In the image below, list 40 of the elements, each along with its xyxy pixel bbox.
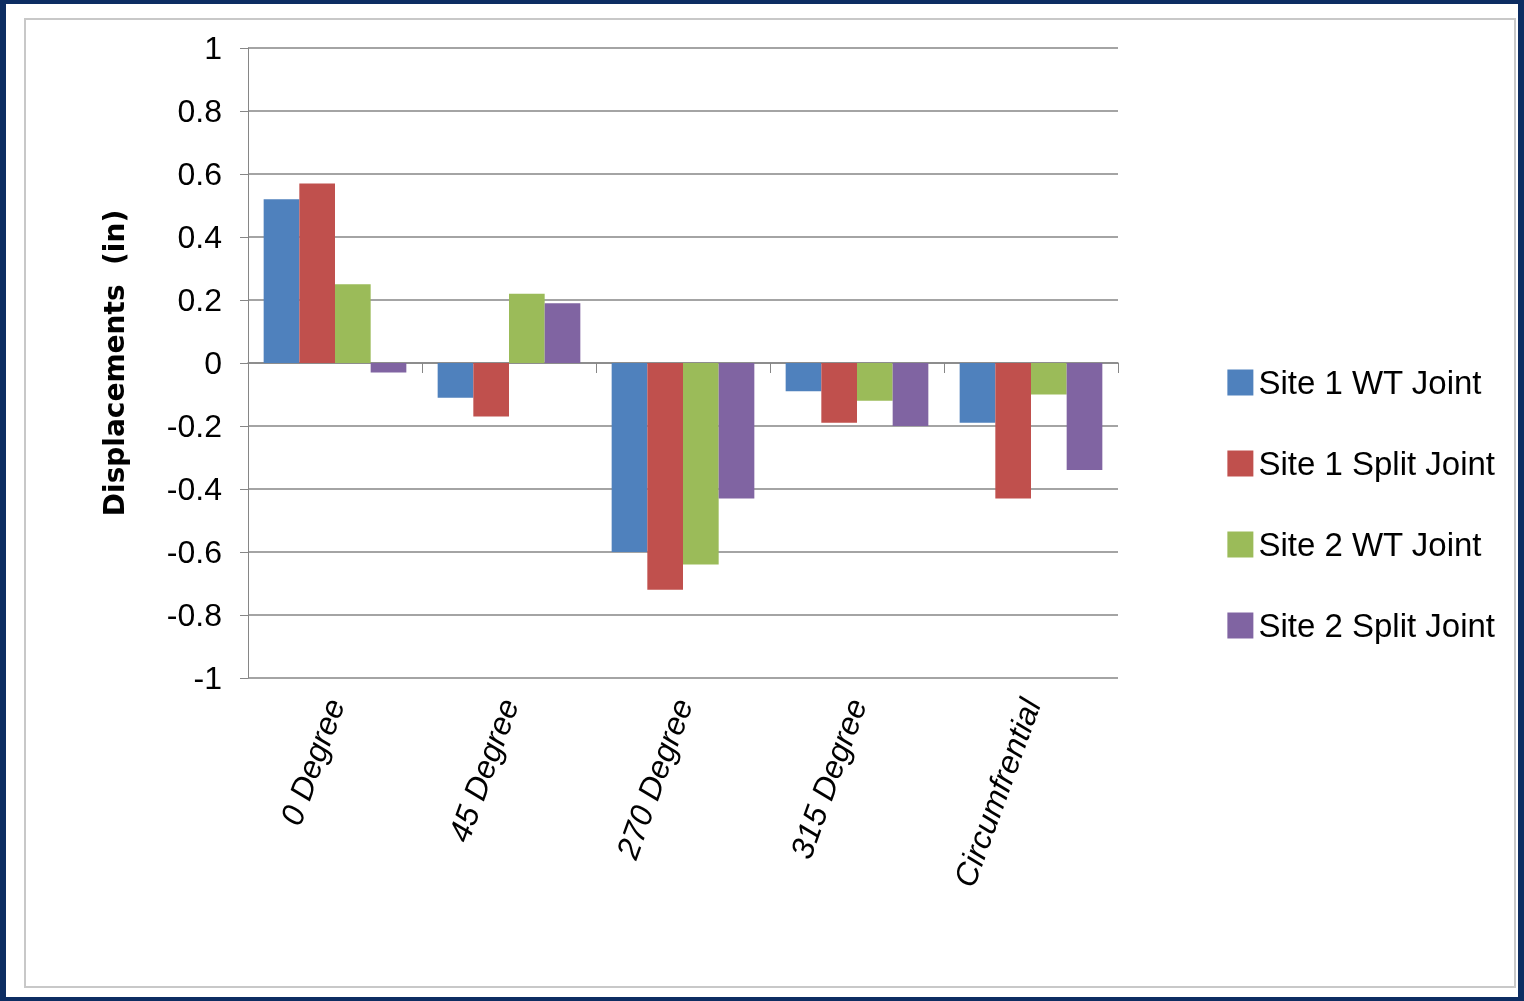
bar bbox=[437, 363, 474, 398]
bar bbox=[509, 293, 545, 363]
bar bbox=[718, 363, 755, 499]
y-tick-label: -0.4 bbox=[166, 471, 222, 507]
bar bbox=[1031, 363, 1067, 395]
y-tick-label: 0.6 bbox=[177, 156, 222, 192]
bar bbox=[821, 363, 857, 423]
bar bbox=[647, 363, 683, 590]
bar bbox=[995, 363, 1031, 499]
legend-label: Site 1 WT Joint bbox=[1258, 364, 1482, 401]
x-tick-label: 270 Degree bbox=[608, 693, 700, 865]
legend-label: Site 2 WT Joint bbox=[1258, 526, 1482, 563]
y-axis-title: Displacements (in) bbox=[97, 209, 131, 517]
bar bbox=[263, 199, 300, 363]
bar bbox=[611, 363, 648, 552]
y-tick-label: 0.2 bbox=[177, 282, 222, 318]
bar bbox=[299, 183, 335, 363]
bar bbox=[335, 284, 371, 363]
y-tick-label: -0.2 bbox=[166, 408, 222, 444]
bar bbox=[1066, 363, 1103, 471]
bar bbox=[959, 363, 996, 423]
legend-label: Site 2 Split Joint bbox=[1258, 607, 1495, 644]
y-tick-label: -1 bbox=[193, 660, 222, 696]
bar bbox=[785, 363, 822, 392]
y-tick-label: 1 bbox=[204, 30, 222, 66]
x-tick-label: 315 Degree bbox=[782, 693, 874, 864]
y-tick-label: 0.4 bbox=[177, 219, 222, 255]
y-tick-label: 0 bbox=[204, 345, 222, 381]
y-tick-label: -0.8 bbox=[166, 597, 222, 633]
y-tick-label: -0.6 bbox=[166, 534, 222, 570]
bar bbox=[892, 363, 929, 426]
bar bbox=[544, 303, 581, 363]
legend-label: Site 1 Split Joint bbox=[1258, 445, 1495, 482]
bar bbox=[857, 363, 893, 401]
bar bbox=[473, 363, 509, 417]
bar bbox=[370, 363, 407, 373]
x-tick-label: 45 Degree bbox=[440, 693, 526, 847]
bar bbox=[683, 363, 719, 565]
x-tick-label: 0 Degree bbox=[273, 693, 352, 830]
y-tick-label: 0.8 bbox=[177, 93, 222, 129]
